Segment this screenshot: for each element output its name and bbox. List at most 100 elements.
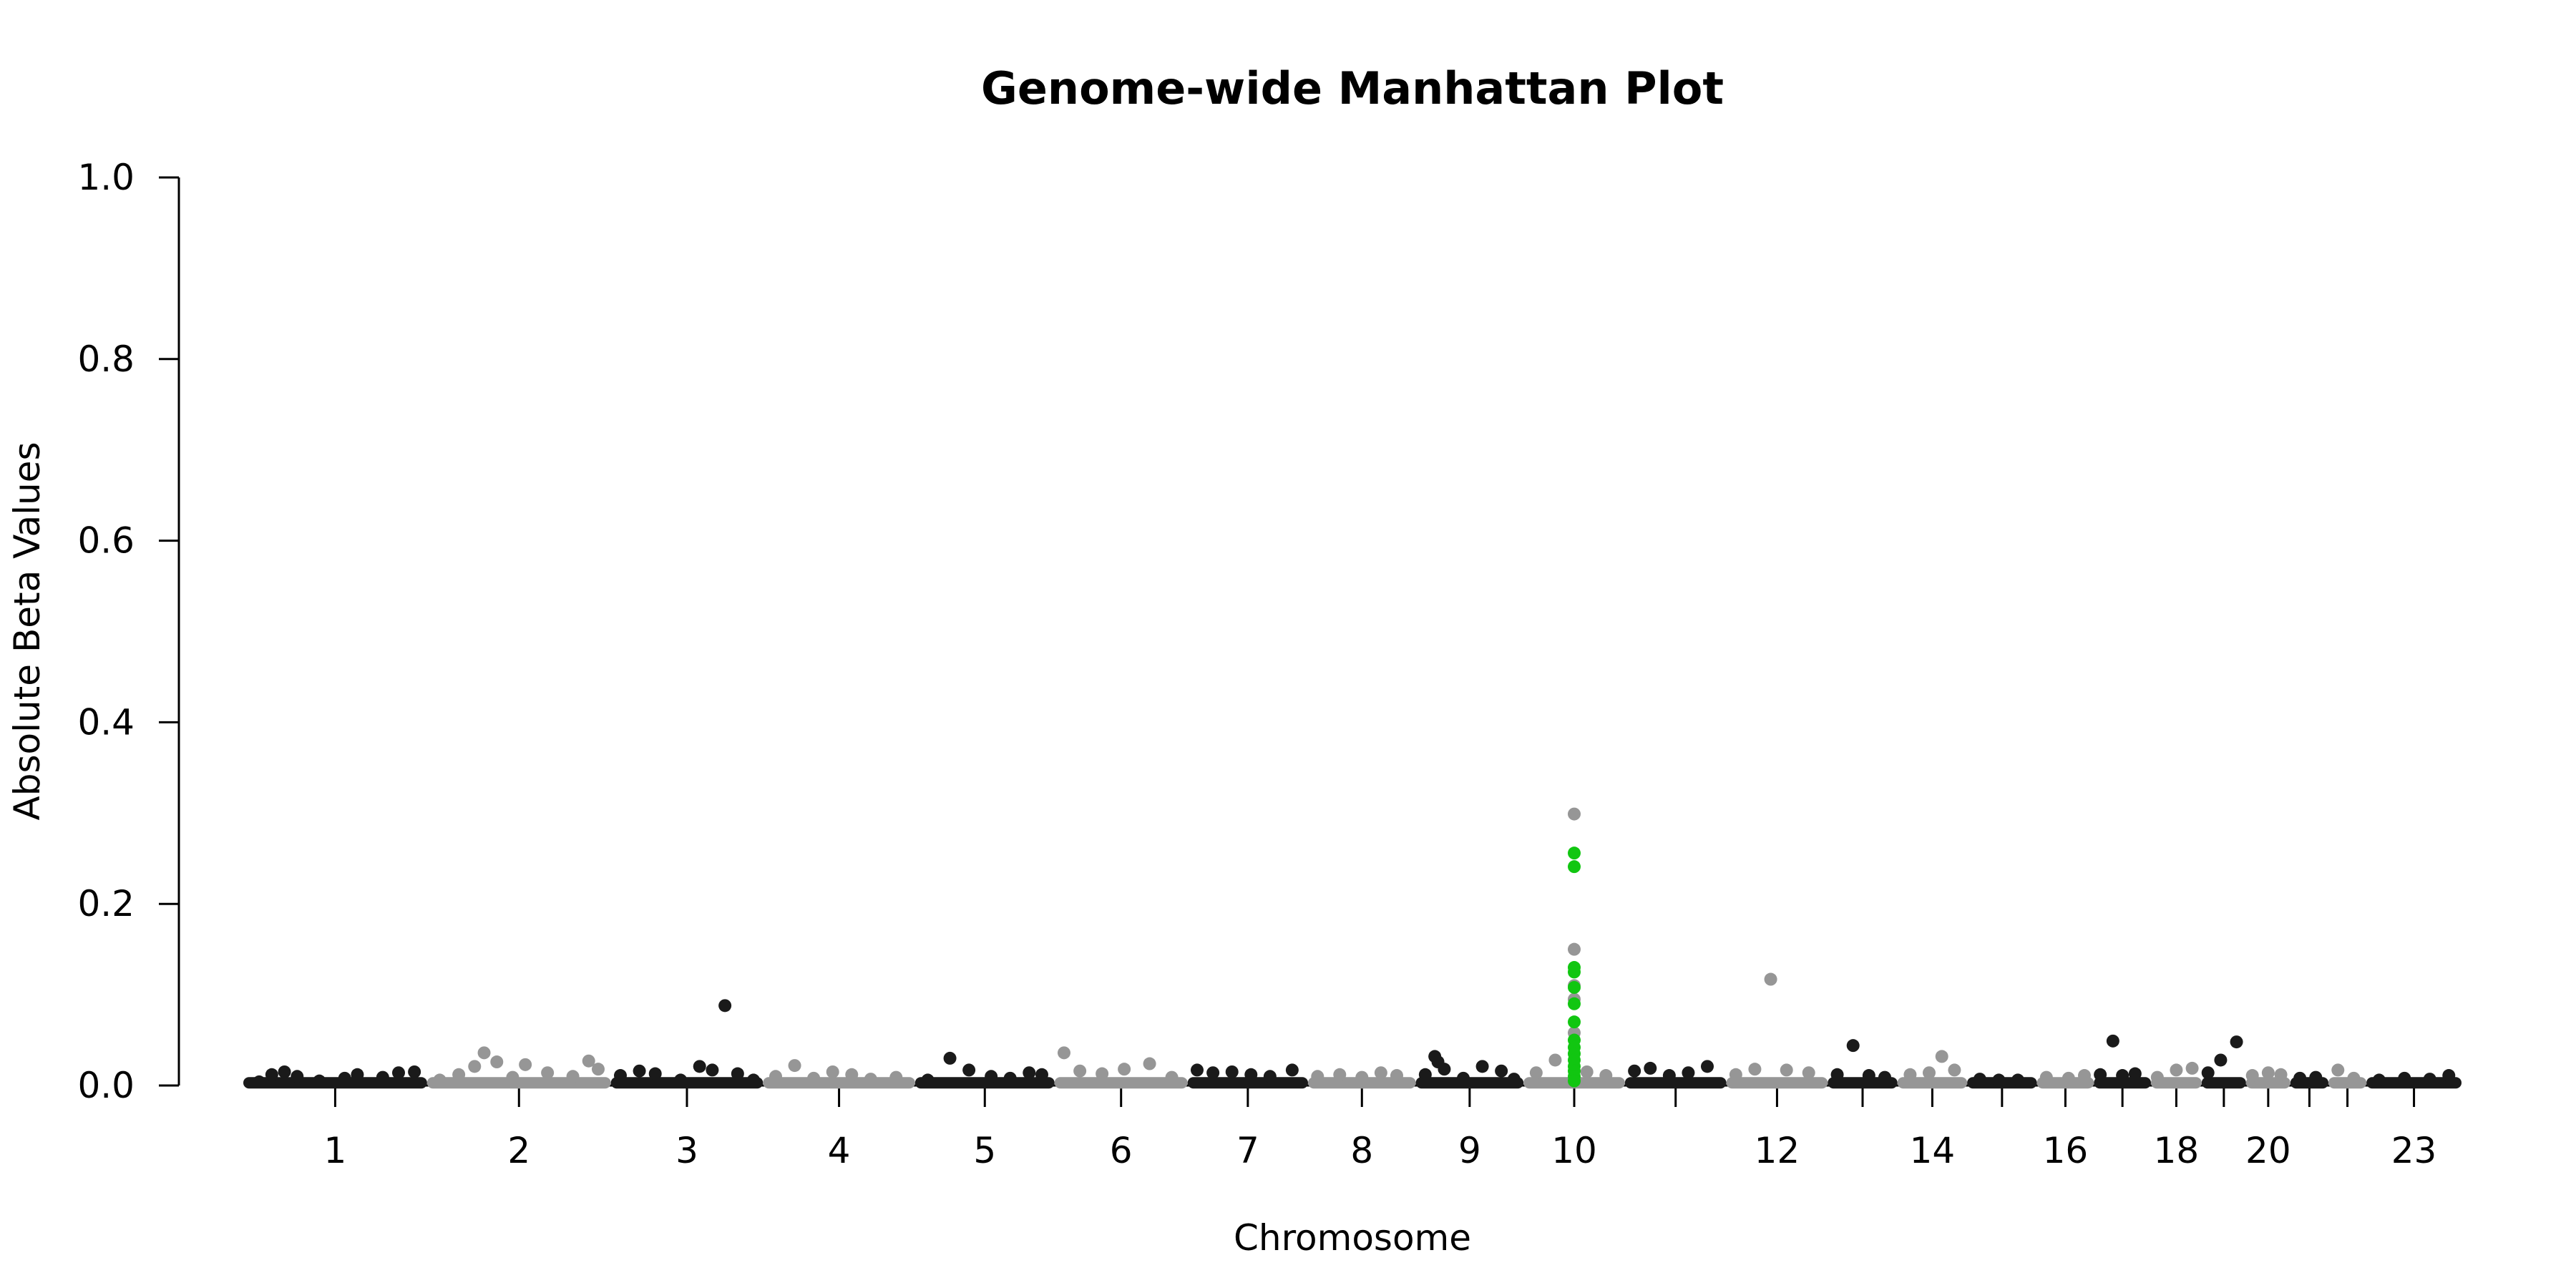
data-point <box>1118 1063 1131 1076</box>
data-point <box>490 1055 504 1069</box>
y-axis: 0.0 0.2 0.4 0.6 0.8 1.0 <box>77 157 180 1106</box>
data-point <box>1003 1071 1017 1085</box>
data-point <box>1096 1067 1109 1080</box>
data-point <box>1374 1066 1387 1080</box>
data-point <box>1764 972 1777 986</box>
data-point <box>2078 1069 2091 1083</box>
data-point <box>674 1073 688 1087</box>
data-point <box>2094 1068 2107 1081</box>
data-point <box>433 1073 447 1087</box>
data-point <box>1862 1069 1875 1083</box>
highlight-point <box>1568 860 1581 874</box>
data-point <box>2128 1067 2142 1080</box>
data-point <box>265 1068 278 1081</box>
data-point <box>2261 1066 2275 1080</box>
data-point <box>1682 1066 1695 1080</box>
x-tick-label: 5 <box>973 1130 996 1171</box>
data-point <box>376 1070 389 1084</box>
data-point <box>2116 1069 2129 1083</box>
data-point <box>1729 1068 1742 1081</box>
highlight-point <box>1568 1015 1581 1029</box>
data-point <box>1285 1063 1299 1077</box>
data-point <box>1457 1071 1470 1085</box>
data-point <box>2423 1073 2436 1086</box>
highlight-point <box>1568 1074 1581 1088</box>
data-point <box>338 1071 351 1085</box>
y-axis-label: Absolute Beta Values <box>6 442 48 821</box>
data-point <box>845 1068 859 1081</box>
data-point <box>1206 1066 1220 1080</box>
data-point <box>1143 1057 1156 1070</box>
data-point <box>1548 1053 1562 1067</box>
x-tick-label: 20 <box>2245 1130 2291 1171</box>
data-point <box>614 1069 627 1083</box>
data-point <box>985 1070 998 1083</box>
data-point <box>693 1060 706 1073</box>
data-point <box>2011 1073 2024 1087</box>
y-tick-label: 0.2 <box>77 883 135 924</box>
x-tick-label: 3 <box>675 1130 698 1171</box>
data-point <box>566 1070 580 1083</box>
data-point <box>864 1073 877 1086</box>
data-point <box>1495 1064 1508 1078</box>
x-axis-label: Chromosome <box>1234 1217 1471 1259</box>
data-point <box>1846 1039 1860 1053</box>
data-points <box>253 807 2456 1088</box>
data-point <box>582 1054 595 1068</box>
data-point <box>1529 1066 1543 1080</box>
x-tick-label: 23 <box>2391 1130 2437 1171</box>
data-point <box>2245 1069 2259 1083</box>
data-point <box>1662 1069 1676 1083</box>
data-point <box>519 1058 532 1071</box>
data-point <box>2062 1071 2075 1085</box>
data-point <box>1992 1073 2006 1087</box>
data-point <box>1355 1070 1369 1084</box>
data-point <box>2372 1073 2386 1087</box>
data-point <box>1780 1063 1793 1077</box>
data-point <box>291 1070 304 1083</box>
y-tick-label: 0.6 <box>77 520 135 562</box>
data-point <box>506 1070 519 1084</box>
data-point <box>1035 1068 1048 1081</box>
chart-title: Genome-wide Manhattan Plot <box>981 62 1724 114</box>
data-point <box>2150 1070 2164 1084</box>
data-point <box>1628 1064 1641 1078</box>
data-point <box>1830 1068 1844 1081</box>
data-point <box>1225 1065 1239 1078</box>
data-point <box>633 1064 646 1078</box>
data-point <box>1263 1070 1277 1083</box>
x-tick-label: 8 <box>1350 1130 1373 1171</box>
data-point <box>1748 1063 1762 1076</box>
data-point <box>2201 1066 2215 1080</box>
x-tick-label: 18 <box>2154 1130 2200 1171</box>
highlight-point <box>1568 965 1581 979</box>
y-tick-label: 0.8 <box>77 338 135 380</box>
data-point <box>2185 1061 2199 1075</box>
data-point <box>921 1073 935 1087</box>
data-point <box>706 1063 719 1077</box>
data-point <box>1973 1073 1986 1086</box>
data-point <box>1058 1046 1070 1060</box>
data-point <box>1438 1063 1451 1076</box>
data-point <box>468 1060 482 1073</box>
data-point <box>962 1063 976 1077</box>
data-point <box>1507 1073 1521 1086</box>
x-tick-label: 4 <box>828 1130 851 1171</box>
x-tick-label: 16 <box>2043 1130 2089 1171</box>
data-point <box>1475 1060 1489 1073</box>
data-point <box>1802 1066 1815 1080</box>
highlight-point <box>1568 847 1581 860</box>
data-point <box>2331 1063 2345 1077</box>
data-point <box>826 1065 839 1078</box>
data-point <box>2398 1071 2411 1085</box>
data-point <box>1878 1070 1891 1084</box>
x-tick-label: 9 <box>1458 1130 1481 1171</box>
data-point <box>2347 1071 2361 1085</box>
data-point <box>1580 1065 1594 1078</box>
data-point <box>2170 1063 2183 1077</box>
data-point <box>731 1067 744 1080</box>
highlight-point <box>1568 980 1581 994</box>
data-point <box>1073 1064 1087 1078</box>
data-point <box>541 1066 555 1080</box>
data-point <box>1418 1068 1432 1081</box>
